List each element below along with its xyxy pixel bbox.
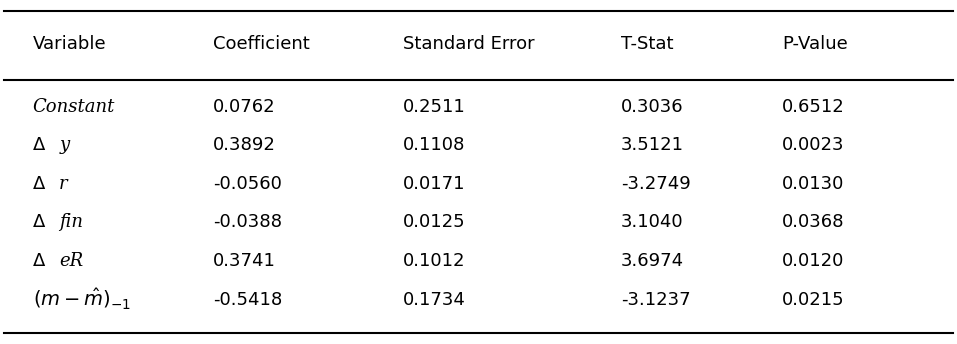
Text: Constant: Constant xyxy=(33,98,115,116)
Text: Standard Error: Standard Error xyxy=(403,35,534,53)
Text: 0.0171: 0.0171 xyxy=(403,175,465,193)
Text: 0.3036: 0.3036 xyxy=(621,98,683,116)
Text: -0.0388: -0.0388 xyxy=(212,213,282,232)
Text: 0.0130: 0.0130 xyxy=(782,175,844,193)
Text: 0.1734: 0.1734 xyxy=(403,291,465,309)
Text: Δ: Δ xyxy=(33,213,51,232)
Text: 3.6974: 3.6974 xyxy=(621,252,684,270)
Text: y: y xyxy=(59,136,69,154)
Text: Δ: Δ xyxy=(33,136,51,154)
Text: 0.6512: 0.6512 xyxy=(782,98,845,116)
Text: -3.1237: -3.1237 xyxy=(621,291,690,309)
Text: 0.0120: 0.0120 xyxy=(782,252,844,270)
Text: 0.0125: 0.0125 xyxy=(403,213,465,232)
Text: 0.2511: 0.2511 xyxy=(403,98,465,116)
Text: 0.0762: 0.0762 xyxy=(212,98,276,116)
Text: Δ: Δ xyxy=(33,175,51,193)
Text: -3.2749: -3.2749 xyxy=(621,175,691,193)
Text: 0.0023: 0.0023 xyxy=(782,136,845,154)
Text: Coefficient: Coefficient xyxy=(212,35,310,53)
Text: 3.1040: 3.1040 xyxy=(621,213,683,232)
Text: 3.5121: 3.5121 xyxy=(621,136,684,154)
Text: r: r xyxy=(59,175,68,193)
Text: 0.3741: 0.3741 xyxy=(212,252,276,270)
Text: P-Value: P-Value xyxy=(782,35,848,53)
Text: 0.0215: 0.0215 xyxy=(782,291,845,309)
Text: 0.1012: 0.1012 xyxy=(403,252,465,270)
Text: eR: eR xyxy=(59,252,83,270)
Text: 0.1108: 0.1108 xyxy=(403,136,465,154)
Text: 0.3892: 0.3892 xyxy=(212,136,276,154)
Text: T-Stat: T-Stat xyxy=(621,35,674,53)
Text: fin: fin xyxy=(59,213,83,232)
Text: 0.0368: 0.0368 xyxy=(782,213,845,232)
Text: -0.0560: -0.0560 xyxy=(212,175,281,193)
Text: $(m - \hat{m})_{-1}$: $(m - \hat{m})_{-1}$ xyxy=(33,287,131,312)
Text: -0.5418: -0.5418 xyxy=(212,291,282,309)
Text: Variable: Variable xyxy=(33,35,106,53)
Text: Δ: Δ xyxy=(33,252,51,270)
